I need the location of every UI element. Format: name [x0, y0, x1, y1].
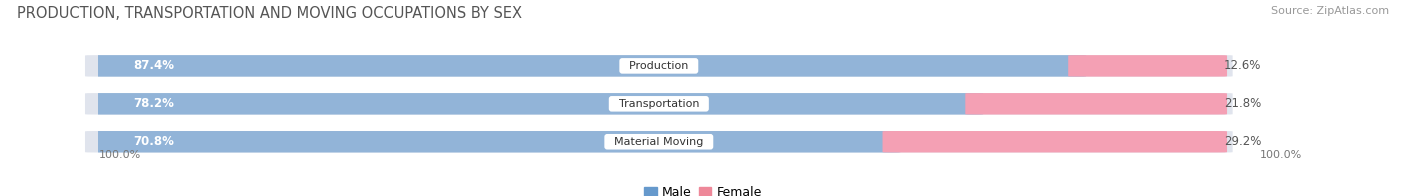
Text: Material Moving: Material Moving: [607, 137, 710, 147]
FancyBboxPatch shape: [1069, 55, 1227, 77]
FancyBboxPatch shape: [84, 131, 1233, 152]
Text: 100.0%: 100.0%: [1260, 150, 1302, 160]
Text: 70.8%: 70.8%: [134, 135, 174, 148]
FancyBboxPatch shape: [90, 93, 983, 114]
Text: 29.2%: 29.2%: [1223, 135, 1261, 148]
Text: Transportation: Transportation: [612, 99, 706, 109]
Text: Source: ZipAtlas.com: Source: ZipAtlas.com: [1271, 6, 1389, 16]
Text: 100.0%: 100.0%: [98, 150, 141, 160]
Legend: Male, Female: Male, Female: [640, 181, 766, 196]
Text: 87.4%: 87.4%: [134, 59, 174, 72]
Text: PRODUCTION, TRANSPORTATION AND MOVING OCCUPATIONS BY SEX: PRODUCTION, TRANSPORTATION AND MOVING OC…: [17, 6, 522, 21]
FancyBboxPatch shape: [84, 93, 1233, 114]
Text: Production: Production: [621, 61, 696, 71]
Text: 21.8%: 21.8%: [1223, 97, 1261, 110]
FancyBboxPatch shape: [84, 55, 1233, 77]
Text: 12.6%: 12.6%: [1223, 59, 1261, 72]
FancyBboxPatch shape: [90, 55, 1085, 77]
Text: 78.2%: 78.2%: [134, 97, 174, 110]
FancyBboxPatch shape: [90, 131, 900, 152]
FancyBboxPatch shape: [966, 93, 1227, 114]
FancyBboxPatch shape: [883, 131, 1227, 152]
